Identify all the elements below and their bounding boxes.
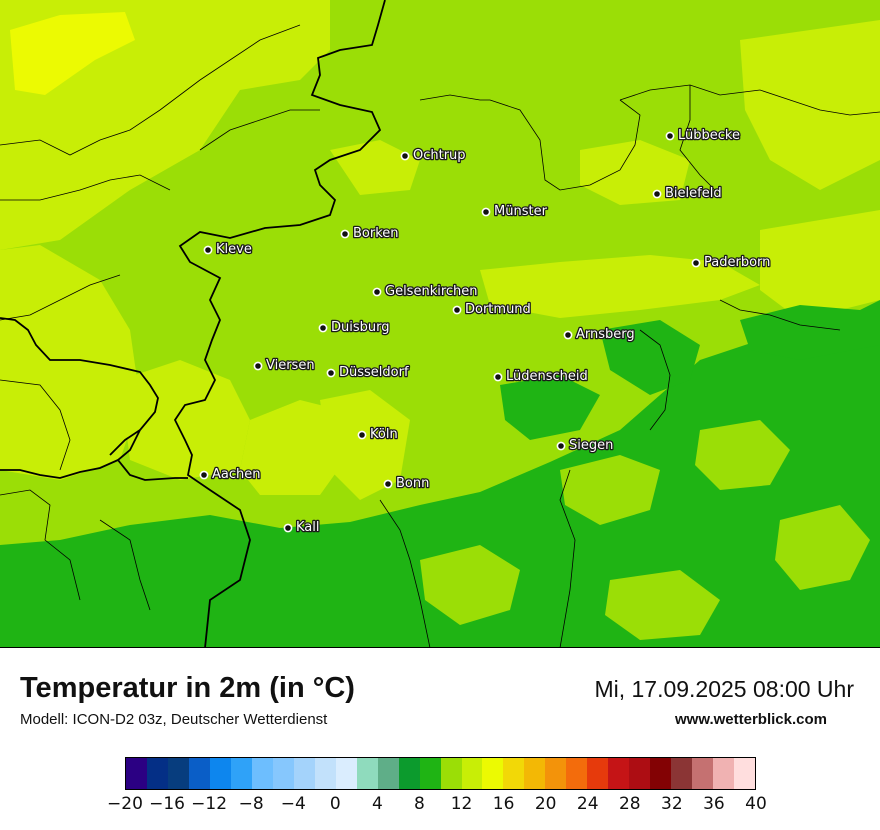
city-muenster: Münster	[481, 203, 549, 220]
colorbar-segment	[608, 758, 630, 789]
colorbar-segment	[440, 758, 462, 789]
svg-text:Dortmund: Dortmund	[465, 302, 531, 317]
colorbar-segment	[713, 758, 735, 789]
city-siegen: Siegen	[556, 437, 615, 454]
mixed-patches	[420, 420, 870, 640]
colorbar-tick-label: −16	[149, 794, 186, 814]
forecast-datetime: Mi, 17.09.2025 08:00 Uhr	[594, 676, 854, 702]
colorbar-tick-label: 40	[745, 794, 767, 814]
colorbar-segment	[650, 758, 672, 789]
colorbar-segment	[524, 758, 546, 789]
city-ochtrup: Ochtrup	[400, 147, 467, 164]
colorbar-tick-label: 24	[576, 794, 599, 814]
city-duisburg: Duisburg	[318, 319, 391, 336]
colorbar-tick-label: 12	[450, 794, 473, 814]
colorbar-ticks: −20 −16 −12 −8 −4 0 4 8 12 16 20 24 28 32 36 40	[107, 794, 767, 818]
svg-text:Düsseldorf: Düsseldorf	[339, 365, 409, 380]
colorbar-segment	[314, 758, 336, 789]
city-kleve: Kleve	[203, 241, 253, 258]
colorbar-tick-label: 8	[414, 794, 425, 814]
colorbar-tick-label: −12	[191, 794, 228, 814]
cool-zones	[0, 300, 880, 648]
svg-text:Siegen: Siegen	[569, 438, 613, 453]
warmest-zone	[10, 12, 135, 95]
svg-text:Kall: Kall	[296, 520, 320, 535]
website-link[interactable]: www.wetterblick.com	[675, 711, 827, 728]
country-borders	[0, 0, 386, 648]
colorbar-segment	[335, 758, 357, 789]
city-luebbecke: Lübbecke	[665, 127, 741, 144]
svg-text:Köln: Köln	[370, 427, 398, 442]
city-bielefeld: Bielefeld	[652, 185, 723, 202]
svg-text:Bonn: Bonn	[396, 476, 429, 491]
colorbar-segment	[545, 758, 567, 789]
colorbar-segment	[503, 758, 525, 789]
colorbar-segment	[419, 758, 441, 789]
colorbar-segment	[272, 758, 294, 789]
svg-text:Kleve: Kleve	[216, 242, 252, 257]
city-viersen: Viersen	[253, 357, 316, 374]
colorbar-tick-label: −8	[238, 794, 264, 814]
city-paderborn: Paderborn	[691, 254, 772, 271]
colorbar-segment	[587, 758, 609, 789]
map-title: Temperatur in 2m (in °C)	[20, 672, 355, 704]
colorbar-segment	[230, 758, 252, 789]
map-footer: Temperatur in 2m (in °C) Modell: ICON-D2…	[0, 648, 880, 830]
svg-text:Ochtrup: Ochtrup	[413, 148, 466, 163]
colorbar-segment	[671, 758, 693, 789]
colorbar-segment	[188, 758, 210, 789]
city-bonn: Bonn	[383, 475, 431, 492]
svg-text:Borken: Borken	[353, 226, 399, 241]
colorbar-segment	[482, 758, 504, 789]
colorbar-segment	[566, 758, 588, 789]
colorbar-segment	[209, 758, 231, 789]
colorbar-segment	[293, 758, 315, 789]
svg-text:Aachen: Aachen	[212, 467, 260, 482]
colorbar-tick-label: 28	[618, 794, 641, 814]
city-kall: Kall	[283, 519, 321, 536]
svg-text:Lübbecke: Lübbecke	[678, 128, 740, 143]
colorbar-tick-label: 16	[492, 794, 515, 814]
temperature-colorbar	[125, 757, 756, 790]
colorbar-tick-label: 4	[371, 794, 383, 814]
colorbar-segment	[377, 758, 399, 789]
colorbar-tick-label: 0	[329, 794, 341, 814]
city-duesseldorf: Düsseldorf	[326, 364, 410, 381]
svg-text:Bielefeld: Bielefeld	[665, 186, 722, 201]
colorbar-segment	[398, 758, 420, 789]
svg-text:Arnsberg: Arnsberg	[576, 327, 635, 342]
colorbar-segment	[461, 758, 483, 789]
warm-zones	[0, 0, 880, 500]
svg-text:Paderborn: Paderborn	[704, 255, 770, 270]
colorbar-segment	[251, 758, 273, 789]
city-gelsenkirchen: Gelsenkirchen	[372, 283, 479, 300]
colorbar-segment	[692, 758, 714, 789]
city-koeln: Köln	[357, 426, 399, 443]
temperature-map: Ochtrup Lübbecke Bielefeld Münster Borke…	[0, 0, 880, 648]
svg-text:Viersen: Viersen	[266, 358, 315, 373]
city-markers: Ochtrup Lübbecke Bielefeld Münster Borke…	[199, 127, 772, 536]
city-arnsberg: Arnsberg	[563, 326, 636, 343]
colorbar-segment	[126, 758, 147, 789]
svg-text:Duisburg: Duisburg	[331, 320, 390, 335]
admin-borders	[0, 24, 880, 648]
city-dortmund: Dortmund	[452, 301, 532, 318]
colorbar-tick-label: 20	[534, 794, 557, 814]
colorbar-segment	[629, 758, 651, 789]
colorbar-tick-label: 32	[661, 794, 683, 814]
colorbar-segment	[734, 758, 756, 789]
colorbar-segment	[146, 758, 168, 789]
svg-text:Lüdenscheid: Lüdenscheid	[506, 369, 588, 384]
colorbar-segment	[356, 758, 378, 789]
svg-text:Münster: Münster	[494, 204, 548, 219]
colorbar-tick-label: 36	[703, 794, 725, 814]
city-luedenscheid: Lüdenscheid	[493, 368, 589, 385]
city-borken: Borken	[340, 225, 400, 242]
city-aachen: Aachen	[199, 466, 262, 483]
colorbar-tick-label: −20	[107, 794, 143, 814]
colorbar-tick-label: −4	[280, 794, 306, 814]
colorbar-segment	[167, 758, 189, 789]
svg-text:Gelsenkirchen: Gelsenkirchen	[385, 284, 478, 299]
model-info: Modell: ICON-D2 03z, Deutscher Wetterdie…	[20, 711, 328, 728]
